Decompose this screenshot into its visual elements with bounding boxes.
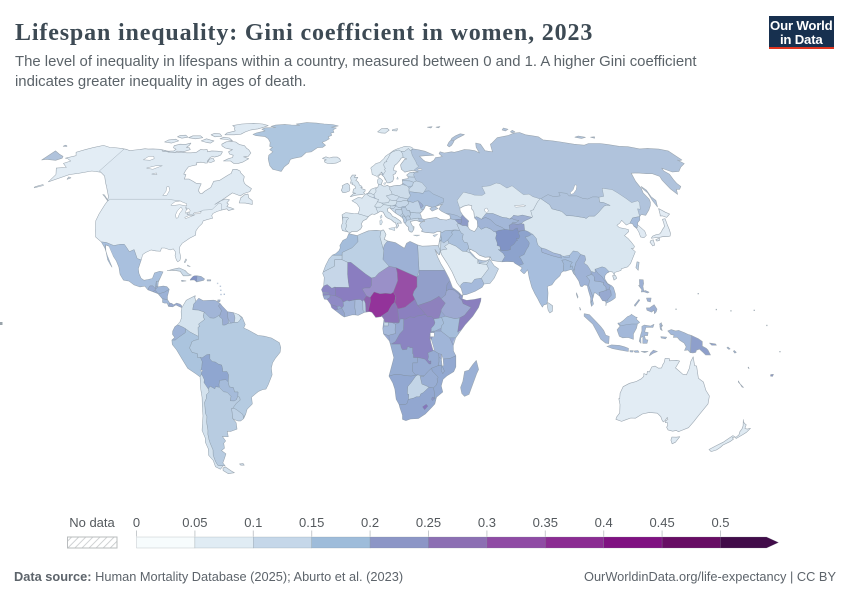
svg-text:0.45: 0.45 (649, 515, 674, 530)
svg-text:0.05: 0.05 (182, 515, 207, 530)
svg-text:0.4: 0.4 (595, 515, 613, 530)
svg-text:0.1: 0.1 (244, 515, 262, 530)
svg-text:0.15: 0.15 (299, 515, 324, 530)
svg-text:0.3: 0.3 (478, 515, 496, 530)
svg-text:0.35: 0.35 (533, 515, 558, 530)
svg-text:0.2: 0.2 (361, 515, 379, 530)
svg-text:0: 0 (133, 515, 140, 530)
svg-text:0.5: 0.5 (711, 515, 729, 530)
svg-text:0.25: 0.25 (416, 515, 441, 530)
svg-text:No data: No data (69, 515, 115, 530)
